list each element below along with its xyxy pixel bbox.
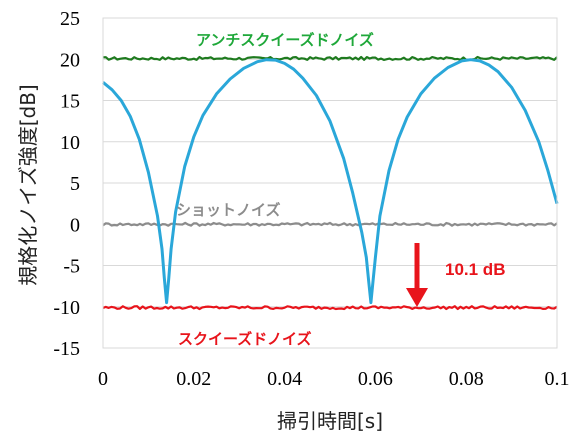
series-line-2 — [102, 305, 558, 311]
grid-lines — [103, 17, 557, 349]
y-axis-title: 規格化ノイズ強度[dB] — [16, 84, 40, 285]
plot-area-border — [102, 17, 558, 349]
y-tick-label: 25 — [60, 8, 80, 30]
x-tick-label: 0.1 — [545, 368, 570, 390]
x-tick-label: 0 — [98, 368, 108, 390]
x-tick-label: 0.08 — [449, 368, 484, 390]
y-tick-label: -10 — [53, 297, 80, 319]
series-label-squeezed: スクイーズドノイズ — [178, 330, 312, 348]
y-tick-label: 5 — [70, 173, 80, 195]
y-tick-label: -5 — [63, 256, 80, 278]
x-tick-labels: 0 0.02 0.04 0.06 0.08 0.1 — [98, 368, 570, 390]
x-axis-title: 掃引時間[s] — [277, 409, 383, 433]
x-tick-label: 0.02 — [176, 368, 211, 390]
x-tick-label: 0.04 — [267, 368, 302, 390]
series-line-1 — [102, 221, 558, 227]
y-tick-label: 20 — [60, 49, 80, 71]
series-line-0 — [102, 55, 558, 62]
series-label-anti-squeezed: アンチスクイーズドノイズ — [196, 31, 374, 49]
y-tick-label: 0 — [70, 214, 80, 236]
series-label-shot: ショットノイズ — [176, 201, 281, 219]
y-tick-label: 10 — [60, 132, 80, 154]
y-tick-label: -15 — [53, 338, 80, 360]
x-tick-label: 0.06 — [358, 368, 393, 390]
series-lines — [102, 55, 559, 311]
difference-arrow — [406, 243, 428, 307]
series-line-3 — [102, 58, 559, 305]
y-tick-label: 15 — [60, 91, 80, 113]
y-tick-labels: 25 20 15 10 5 0 -5 -10 -15 — [53, 8, 80, 360]
annotation-10-1-db: 10.1 dB — [445, 260, 505, 279]
